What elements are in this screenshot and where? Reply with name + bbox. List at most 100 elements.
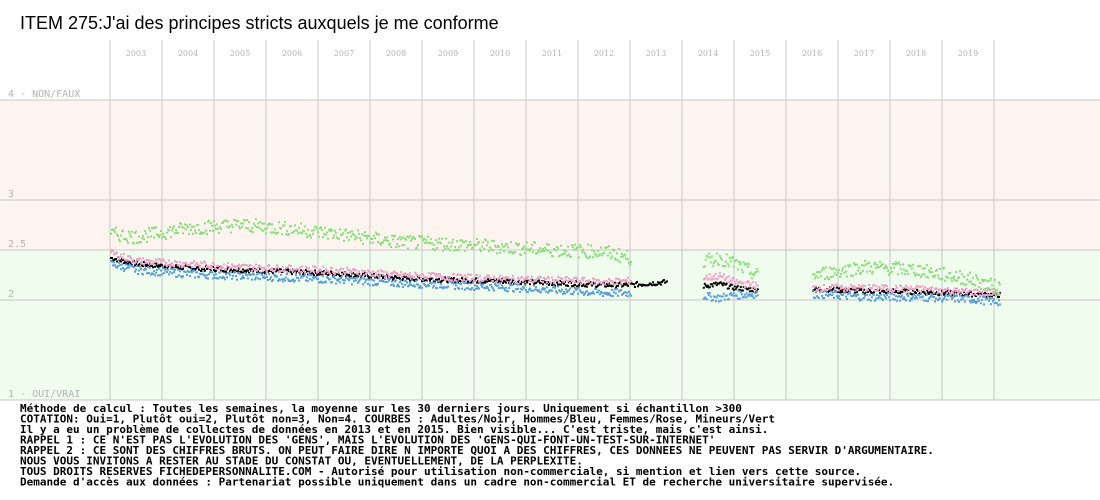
- point-mineurs: [853, 262, 855, 265]
- point-hommes: [174, 269, 176, 272]
- point-femmes: [898, 289, 900, 292]
- point-femmes: [454, 278, 456, 281]
- point-mineurs: [573, 248, 575, 251]
- point-femmes: [397, 273, 399, 276]
- point-adultes: [735, 286, 738, 289]
- point-hommes: [943, 297, 945, 300]
- point-adultes: [341, 271, 343, 274]
- point-hommes: [862, 292, 864, 295]
- x-tick-label: 2006: [282, 49, 302, 58]
- point-femmes: [575, 276, 577, 279]
- point-mineurs: [538, 249, 540, 252]
- point-femmes: [902, 287, 904, 290]
- point-adultes: [703, 282, 706, 285]
- point-hommes: [625, 294, 627, 297]
- point-mineurs: [584, 252, 586, 255]
- point-hommes: [564, 292, 566, 295]
- point-hommes: [563, 290, 565, 293]
- point-hommes: [963, 295, 965, 298]
- point-mineurs: [839, 275, 841, 278]
- point-adultes: [862, 291, 864, 294]
- point-hommes: [565, 288, 567, 291]
- point-femmes: [596, 278, 598, 281]
- point-mineurs: [843, 271, 845, 274]
- point-femmes: [999, 293, 1001, 296]
- point-adultes: [500, 280, 502, 283]
- point-hommes: [202, 270, 204, 273]
- point-hommes: [616, 288, 618, 291]
- point-adultes: [398, 276, 400, 279]
- point-femmes: [579, 279, 581, 282]
- point-hommes: [744, 296, 747, 299]
- point-femmes: [711, 278, 714, 281]
- point-mineurs: [961, 273, 963, 276]
- point-mineurs: [322, 236, 324, 238]
- point-adultes: [899, 292, 901, 295]
- point-mineurs: [979, 282, 981, 284]
- point-femmes: [223, 263, 225, 266]
- point-femmes: [359, 274, 361, 277]
- point-mineurs: [192, 232, 194, 235]
- point-mineurs: [280, 227, 282, 230]
- point-adultes: [739, 286, 742, 288]
- point-femmes: [361, 269, 363, 272]
- point-mineurs: [568, 253, 570, 256]
- point-adultes: [828, 290, 830, 292]
- point-mineurs: [203, 231, 205, 234]
- point-mineurs: [470, 243, 472, 246]
- point-mineurs: [487, 241, 489, 244]
- point-hommes: [442, 287, 444, 290]
- point-mineurs: [938, 277, 940, 280]
- point-mineurs: [492, 249, 494, 251]
- point-femmes: [573, 276, 575, 279]
- point-adultes: [905, 288, 907, 291]
- point-hommes: [545, 290, 547, 293]
- point-hommes: [481, 285, 483, 288]
- point-mineurs: [903, 268, 905, 271]
- point-adultes: [438, 278, 440, 280]
- point-femmes: [126, 259, 128, 261]
- point-femmes: [542, 280, 544, 283]
- point-femmes: [987, 288, 989, 291]
- point-hommes: [363, 277, 365, 280]
- point-femmes: [565, 279, 567, 282]
- point-mineurs: [855, 272, 857, 275]
- point-mineurs: [165, 237, 167, 240]
- point-hommes: [417, 283, 419, 286]
- point-mineurs: [310, 236, 312, 239]
- point-femmes: [977, 289, 979, 292]
- point-femmes: [948, 289, 950, 292]
- point-mineurs: [278, 221, 280, 224]
- point-hommes: [617, 294, 619, 297]
- point-adultes: [617, 284, 619, 287]
- point-femmes: [364, 270, 366, 272]
- point-hommes: [208, 273, 210, 276]
- point-adultes: [548, 283, 550, 286]
- point-mineurs: [253, 222, 255, 225]
- point-femmes: [238, 263, 240, 266]
- point-mineurs: [628, 261, 630, 264]
- point-mineurs: [288, 232, 290, 235]
- point-mineurs: [599, 253, 601, 256]
- point-mineurs: [395, 246, 397, 249]
- point-hommes: [453, 282, 455, 285]
- point-femmes: [707, 277, 710, 280]
- point-mineurs: [550, 251, 552, 254]
- point-mineurs: [836, 273, 838, 276]
- point-mineurs: [361, 233, 363, 236]
- point-femmes: [147, 259, 149, 262]
- point-mineurs: [891, 270, 893, 273]
- point-hommes: [498, 287, 500, 289]
- point-hommes: [211, 271, 213, 274]
- point-femmes: [266, 270, 268, 273]
- point-femmes: [941, 292, 943, 295]
- point-hommes: [939, 297, 941, 300]
- point-mineurs: [254, 224, 256, 227]
- point-mineurs: [719, 256, 722, 259]
- point-hommes: [504, 289, 506, 292]
- point-hommes: [886, 294, 888, 297]
- point-mineurs: [988, 287, 990, 290]
- point-mineurs: [971, 283, 973, 286]
- point-hommes: [322, 275, 324, 278]
- point-hommes: [849, 292, 851, 295]
